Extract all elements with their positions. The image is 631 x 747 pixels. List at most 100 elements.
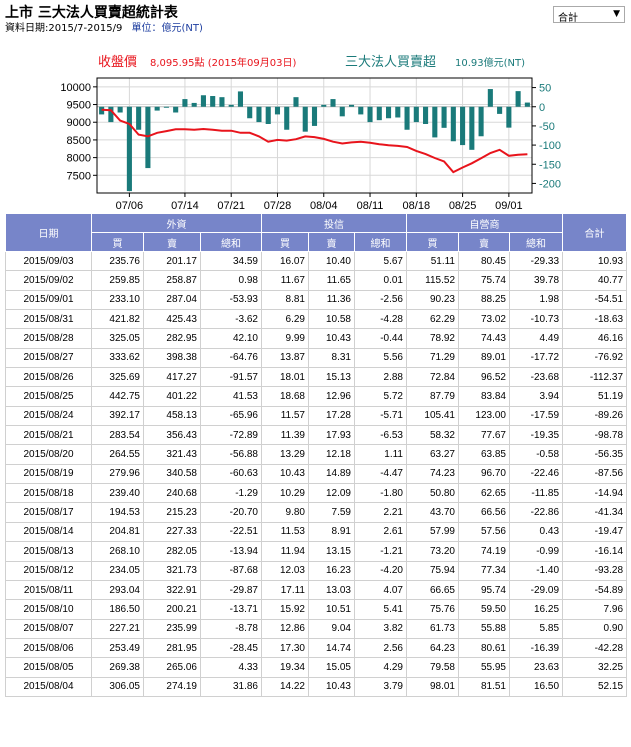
row-value-cell: 66.65 xyxy=(406,579,459,601)
row-value-cell: 279.96 xyxy=(91,463,144,485)
row-date-cell: 2015/08/04 xyxy=(5,676,92,697)
row-value-cell: 55.95 xyxy=(458,657,510,678)
left-tick-label: 8500 xyxy=(67,135,91,147)
row-value-cell: 66.56 xyxy=(458,502,510,523)
row-value-cell: -2.56 xyxy=(354,289,407,311)
row-value-cell: 75.76 xyxy=(406,599,459,620)
row-date-cell: 2015/09/03 xyxy=(5,250,92,272)
net-bar xyxy=(163,106,169,108)
row-value-cell: -98.78 xyxy=(562,425,628,446)
net-bar xyxy=(497,106,503,114)
row-value-cell: -76.92 xyxy=(562,347,628,369)
row-value-cell: -0.44 xyxy=(354,328,407,349)
right-tick-label: -100 xyxy=(539,140,561,152)
row-value-cell: 9.80 xyxy=(261,502,309,523)
net-bar xyxy=(469,106,475,150)
row-value-cell: 10.93 xyxy=(562,250,628,272)
row-value-cell: 74.19 xyxy=(458,541,510,562)
table-row: 2015/09/01 233.10 287.04 -53.93 8.81 11.36 -2.… xyxy=(5,289,628,311)
row-value-cell: -17.59 xyxy=(508,405,564,427)
x-tick-label: 07/06 xyxy=(116,200,144,212)
row-date-cell: 2015/08/27 xyxy=(5,347,92,369)
table-row: 2015/08/31 421.82 425.43 -3.62 6.29 10.58 -4.2… xyxy=(5,309,628,330)
net-bar xyxy=(210,96,216,107)
row-value-cell: 62.65 xyxy=(458,483,510,504)
row-date-cell: 2015/09/01 xyxy=(5,289,92,311)
row-value-cell: 5.72 xyxy=(354,386,407,407)
row-value-cell: 10.43 xyxy=(261,463,309,485)
net-bar xyxy=(441,106,447,128)
net-bar xyxy=(108,106,114,123)
row-value-cell: 79.58 xyxy=(406,657,459,678)
row-value-cell: 10.58 xyxy=(308,309,355,330)
x-tick-label: 07/14 xyxy=(171,200,199,212)
net-bar xyxy=(191,102,197,107)
row-value-cell: 0.01 xyxy=(354,270,407,291)
row-value-cell: -5.71 xyxy=(354,405,407,427)
row-value-cell: -1.21 xyxy=(354,541,407,562)
net-bar xyxy=(219,97,225,107)
net-bar xyxy=(376,106,382,121)
left-tick-label: 9000 xyxy=(67,117,91,129)
left-tick-label: 7500 xyxy=(67,170,91,182)
header-trust-net: 總和 xyxy=(354,232,407,252)
row-value-cell: 3.79 xyxy=(354,676,407,697)
price-net-chart: 收盤價 8,095.95點 (2015年09月03日) 三大法人買賣超 10.9… xyxy=(60,55,561,212)
row-value-cell: -54.89 xyxy=(562,579,628,601)
row-value-cell: -22.86 xyxy=(508,502,564,523)
row-value-cell: 186.50 xyxy=(91,599,144,620)
row-value-cell: 321.73 xyxy=(143,560,201,581)
net-bar xyxy=(311,106,318,126)
row-value-cell: 17.11 xyxy=(261,579,309,601)
row-value-cell: 3.82 xyxy=(354,618,407,639)
row-value-cell: -42.28 xyxy=(562,637,628,659)
row-value-cell: 234.05 xyxy=(91,560,144,581)
net-bar xyxy=(339,106,345,117)
row-date-cell: 2015/08/20 xyxy=(5,444,92,465)
header-foreign-buy: 買 xyxy=(91,232,144,252)
net-bar xyxy=(293,97,299,107)
row-value-cell: 96.52 xyxy=(458,367,510,388)
investor-type-select[interactable]: 合計 ▼ xyxy=(553,6,625,24)
row-value-cell: -19.35 xyxy=(508,425,564,446)
row-value-cell: 268.10 xyxy=(91,541,144,562)
net-bar xyxy=(432,106,438,138)
row-value-cell: 265.06 xyxy=(143,657,201,678)
row-value-cell: 281.95 xyxy=(143,637,201,659)
row-value-cell: 215.23 xyxy=(143,502,201,523)
row-value-cell: 46.16 xyxy=(562,328,628,349)
row-value-cell: 32.25 xyxy=(562,657,628,678)
right-tick-label: -150 xyxy=(539,159,561,171)
row-value-cell: -56.35 xyxy=(562,444,628,465)
net-bar xyxy=(126,106,132,192)
row-date-cell: 2015/08/17 xyxy=(5,502,92,523)
row-value-cell: 16.07 xyxy=(261,250,309,272)
row-value-cell: -29.33 xyxy=(508,250,564,272)
row-value-cell: 239.40 xyxy=(91,483,144,504)
row-value-cell: 31.86 xyxy=(200,676,262,697)
row-date-cell: 2015/08/05 xyxy=(5,657,92,678)
row-value-cell: 62.29 xyxy=(406,309,459,330)
row-value-cell: 42.10 xyxy=(200,328,262,349)
legend-price: 收盤價 xyxy=(98,55,137,70)
row-value-cell: 10.40 xyxy=(308,250,355,272)
row-value-cell: -18.63 xyxy=(562,309,628,330)
row-value-cell: 73.02 xyxy=(458,309,510,330)
header-trust-sell: 賣 xyxy=(308,232,355,252)
left-tick-label: 9500 xyxy=(67,100,91,112)
row-value-cell: -64.76 xyxy=(200,347,262,369)
table-row: 2015/08/07 227.21 235.99 -8.78 12.86 9.04 3.82… xyxy=(5,618,628,639)
row-value-cell: -93.28 xyxy=(562,560,628,581)
row-value-cell: 253.49 xyxy=(91,637,144,659)
row-value-cell: 274.19 xyxy=(143,676,201,697)
row-value-cell: -89.26 xyxy=(562,405,628,427)
table-row: 2015/08/25 442.75 401.22 41.53 18.68 12.96 5.7… xyxy=(5,386,628,407)
row-value-cell: -17.72 xyxy=(508,347,564,369)
row-value-cell: 9.99 xyxy=(261,328,309,349)
row-value-cell: 18.01 xyxy=(261,367,309,388)
row-value-cell: 13.03 xyxy=(308,579,355,601)
row-value-cell: -41.34 xyxy=(562,502,628,523)
row-value-cell: -23.68 xyxy=(508,367,564,388)
net-bar xyxy=(367,106,373,123)
row-value-cell: 39.78 xyxy=(508,270,564,291)
